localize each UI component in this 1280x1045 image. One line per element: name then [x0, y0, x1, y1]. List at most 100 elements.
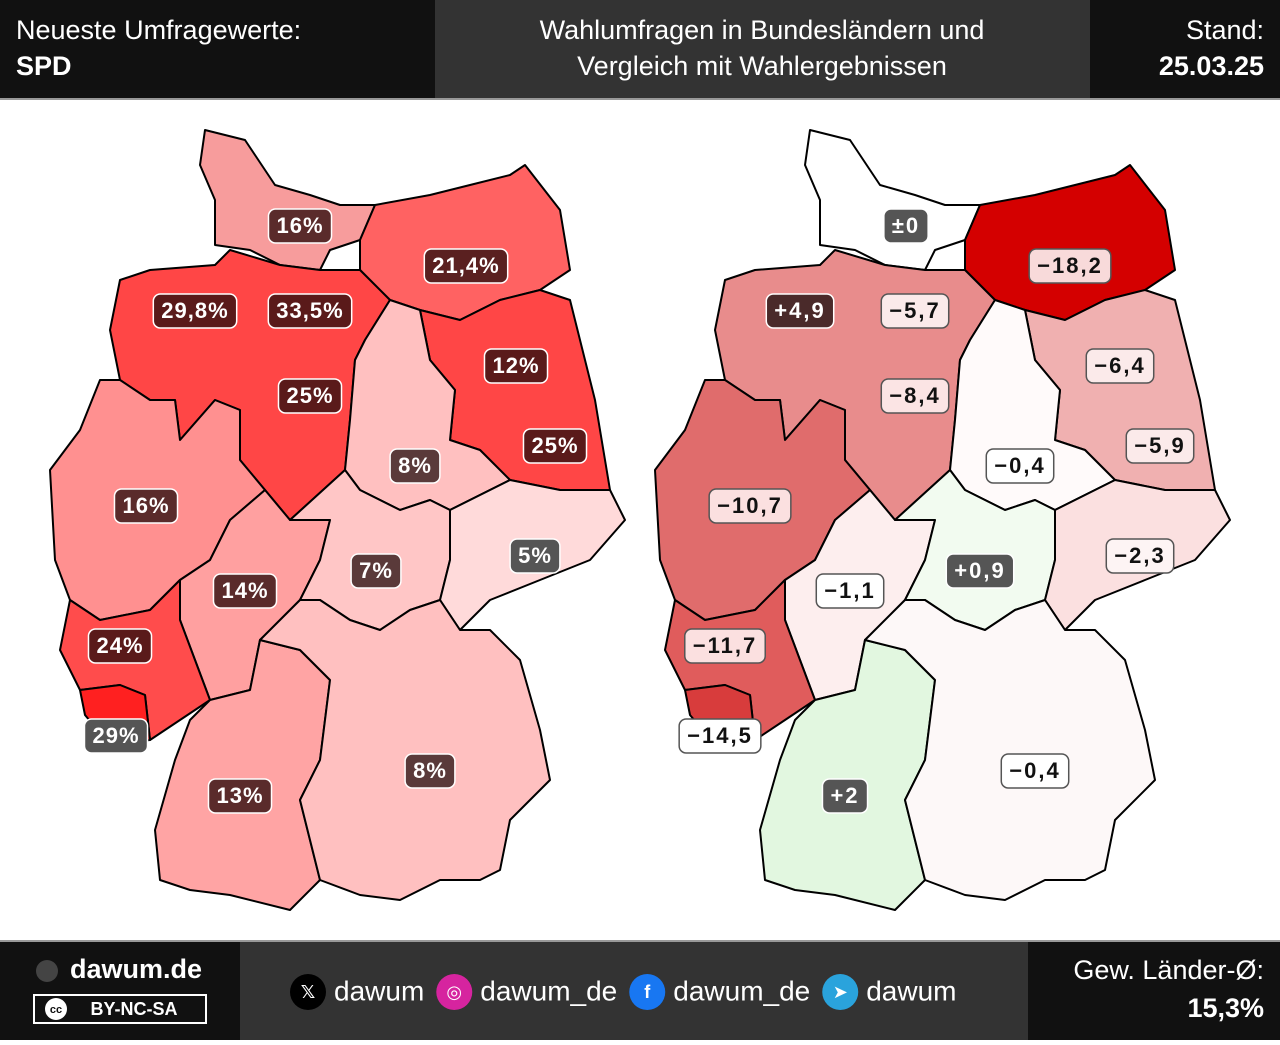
maps: 16% 21,4% 33,5% 29,8% 25% 12% 25% 8% 16% 14% 7% 5% 2… [49, 129, 1231, 911]
label-badge [113, 488, 179, 524]
state-label: −0,4 [1009, 758, 1060, 783]
avg-label: Gew. Länder-Ø: [1073, 955, 1264, 985]
label-badge [815, 573, 885, 609]
state-label: −18,2 [1037, 253, 1103, 278]
header-left-title: Neueste Umfragewerte: [16, 15, 301, 45]
state-label: −1,1 [824, 578, 875, 603]
label-badge [708, 488, 792, 524]
site[interactable]: dawum.de [70, 954, 202, 984]
header-title: Wahlumfragen in Bundesländern und [540, 15, 985, 45]
label-badge [267, 293, 353, 329]
social-icon: f [644, 982, 651, 1002]
social-icon: ◎ [446, 982, 462, 1002]
avg-value: 15,3% [1187, 993, 1264, 1023]
license[interactable]: BY-NC-SA [90, 999, 177, 1019]
label-badge [87, 628, 153, 664]
state-label: −8,4 [889, 383, 940, 408]
label-badge [350, 553, 402, 589]
state-label: 16% [276, 213, 323, 238]
state-label: 25% [286, 383, 333, 408]
label-badge [1000, 753, 1070, 789]
state-label: 33,5% [276, 298, 343, 323]
social-icon-bg [822, 974, 859, 1010]
state-region [864, 599, 1156, 901]
label-badge [821, 778, 869, 814]
state-label: 16% [122, 493, 169, 518]
label-badge [267, 208, 333, 244]
label-badge [945, 553, 1015, 589]
label-badge [1105, 538, 1175, 574]
state-label: 8% [413, 758, 447, 783]
label-badge [880, 293, 950, 329]
state-label: −0,4 [994, 453, 1045, 478]
map: ±0 −18,2 −5,7 +4,9 −8,4 −6,4 −5,9 −0,4 −10,7 −1,1… [654, 129, 1231, 911]
state-label: 8% [398, 453, 432, 478]
state-label: 5% [518, 543, 552, 568]
social-icon-bg [290, 974, 326, 1010]
label-badge [404, 753, 456, 789]
label-badge [389, 448, 441, 484]
party: SPD [16, 51, 72, 81]
state-label: 14% [221, 578, 268, 603]
label-badge [277, 378, 343, 414]
state-label: 24% [96, 633, 143, 658]
social-handle[interactable]: dawum [866, 975, 956, 1006]
state-label: 25% [531, 433, 578, 458]
date: 25.03.25 [1159, 51, 1264, 81]
stand-label: Stand: [1186, 15, 1264, 45]
state-region [804, 129, 981, 271]
state-region [259, 599, 551, 901]
label-badge [1085, 348, 1155, 384]
social-handle[interactable]: dawum [334, 975, 424, 1006]
state-label: 13% [216, 783, 263, 808]
state-label: 21,4% [432, 253, 499, 278]
social-icon: ➤ [833, 982, 848, 1002]
label-badge [83, 718, 149, 754]
state-label: ±0 [892, 213, 920, 238]
state-label: +0,9 [954, 558, 1005, 583]
label-badge [483, 348, 549, 384]
label-badge [883, 208, 929, 244]
label-badge [509, 538, 561, 574]
label-badge [1125, 428, 1195, 464]
map: 16% 21,4% 33,5% 29,8% 25% 12% 25% 8% 16% 14% 7% 5% 2… [49, 129, 626, 911]
state-label: 29,8% [161, 298, 228, 323]
header-subtitle: Vergleich mit Wahlergebnissen [577, 51, 947, 81]
state-region [199, 129, 376, 271]
social-icon: 𝕏 [301, 982, 316, 1002]
state-label: −5,9 [1134, 433, 1185, 458]
label-badge [985, 448, 1055, 484]
label-badge [684, 628, 766, 664]
state-label: −10,7 [717, 493, 783, 518]
state-label: −2,3 [1114, 543, 1165, 568]
label-badge [423, 248, 509, 284]
social-icon-bg [436, 974, 473, 1010]
label-badge [212, 573, 278, 609]
cc-circle [45, 998, 67, 1020]
state-label: −11,7 [693, 633, 757, 658]
label-badge [678, 718, 762, 754]
state-label: −14,5 [687, 723, 753, 748]
label-badge [1028, 248, 1112, 284]
state-label: 29% [92, 723, 139, 748]
label-badge [522, 428, 588, 464]
logo [36, 960, 58, 982]
label-badge [765, 293, 835, 329]
label-badge [207, 778, 273, 814]
state-label: +4,9 [774, 298, 825, 323]
state-label: −5,7 [889, 298, 940, 323]
state-label: −6,4 [1094, 353, 1145, 378]
social-handle[interactable]: dawum_de [480, 975, 617, 1006]
state-label: 12% [492, 353, 539, 378]
social-handle[interactable]: dawum_de [673, 975, 810, 1006]
label-badge [880, 378, 950, 414]
social-icon-bg [629, 974, 666, 1010]
state-label: +2 [830, 783, 859, 808]
header-center [435, 0, 1090, 98]
state-label: 7% [359, 558, 393, 583]
cc-text: cc [50, 1004, 62, 1016]
label-badge [152, 293, 238, 329]
